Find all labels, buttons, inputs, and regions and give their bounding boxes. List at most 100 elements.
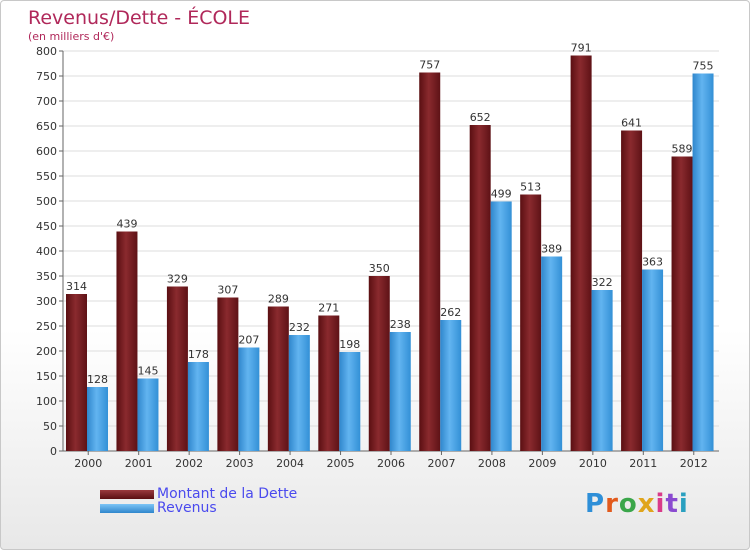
y-axis: 0 50 100 150 200 250 300 350 400 450 500 550 600 650 7… [36,45,719,458]
x-tick-label-2009: 2009 [528,457,556,470]
label-revenue-2006: 238 [390,318,411,331]
y-tick-label: 100 [36,395,57,408]
bar-debt-2003 [217,297,239,451]
x-tick-label-2000: 2000 [74,457,102,470]
y-tick-label: 800 [36,45,57,58]
bar-debt-2002 [166,286,188,451]
bar-revenue-2003 [238,347,260,451]
label-debt-2009: 513 [520,181,541,194]
chart-subtitle: (en milliers d'€) [28,30,115,43]
bar-revenue-2012 [692,73,714,451]
legend-revenue-swatch [100,504,154,513]
y-tick-label: 0 [50,445,57,458]
bar-revenue-2011 [642,269,664,451]
y-tick-label: 450 [36,220,57,233]
y-tick-label: 300 [36,295,57,308]
bar-revenue-2002 [187,362,209,451]
x-tick-label-2002: 2002 [175,457,203,470]
label-debt-2007: 757 [419,59,440,72]
bar-debt-2004 [267,306,289,451]
y-tick-label: 250 [36,320,57,333]
logo-letter: i [655,489,666,519]
label-revenue-2010: 322 [592,276,613,289]
label-revenue-2004: 232 [289,321,310,334]
label-revenue-2000: 128 [87,373,108,386]
label-debt-2000: 314 [66,280,87,293]
label-debt-2005: 271 [318,302,339,315]
x-tick-label-2005: 2005 [327,457,355,470]
bar-debt-2009 [520,194,542,451]
y-tick-label: 150 [36,370,57,383]
label-debt-2012: 589 [672,143,693,156]
bar-debt-2007 [419,72,441,451]
label-revenue-2002: 178 [188,348,209,361]
y-tick-label: 500 [36,195,57,208]
logo-letter: o [618,489,638,519]
x-tick-label-2008: 2008 [478,457,506,470]
legend-revenue-label: Revenus [157,500,217,516]
label-revenue-2011: 363 [642,256,663,269]
logo-letter: x [637,489,656,519]
logo-letter: r [605,489,619,519]
bar-revenue-2000 [87,387,108,451]
y-tick-label: 200 [36,345,57,358]
y-tick-label: 700 [36,95,57,108]
x-tick-label-2007: 2007 [427,457,455,470]
bar-debt-2010 [570,55,592,451]
label-debt-2002: 329 [167,273,188,286]
bar-debt-2001 [116,231,138,451]
label-revenue-2005: 198 [339,338,360,351]
bar-revenue-2008 [490,201,512,451]
y-tick-label: 350 [36,270,57,283]
legend-debt-label: Montant de la Dette [157,486,298,502]
x-tick-label-2003: 2003 [226,457,254,470]
x-tick-label-2012: 2012 [680,457,708,470]
bar-revenue-2006 [389,332,411,451]
label-revenue-2009: 389 [541,243,562,256]
logo-letter: t [665,489,679,519]
y-tick-label: 50 [43,420,57,433]
label-revenue-2001: 145 [137,365,158,378]
bar-debt-2012 [671,156,693,451]
x-tick-label-2011: 2011 [629,457,657,470]
bar-revenue-2009 [541,256,563,451]
bar-revenue-2007 [440,320,462,451]
proxiti-logo: Proxiti [585,489,689,519]
x-tick-label-2001: 2001 [125,457,153,470]
bar-debt-2008 [469,125,491,451]
label-debt-2011: 641 [621,117,642,130]
label-debt-2010: 791 [571,42,592,55]
label-debt-2003: 307 [217,284,238,297]
bar-revenue-2010 [591,290,613,451]
y-tick-label: 400 [36,245,57,258]
y-tick-label: 750 [36,70,57,83]
label-revenue-2008: 499 [491,188,512,201]
bars [66,55,714,451]
bar-revenue-2001 [137,378,159,451]
y-tick-label: 550 [36,170,57,183]
x-tick-label-2006: 2006 [377,457,405,470]
x-tick-label-2004: 2004 [276,457,304,470]
x-tick-label-2010: 2010 [579,457,607,470]
label-debt-2008: 652 [470,111,491,124]
bar-debt-2005 [318,315,340,451]
label-revenue-2012: 755 [693,60,714,73]
bar-debt-2006 [368,276,390,451]
bar-debt-2011 [621,130,643,451]
y-tick-label: 650 [36,120,57,133]
y-tick-label: 600 [36,145,57,158]
x-axis: 2000 2001 2002 2003 2004 2005 2006 2007 2008 2009… [74,451,708,470]
bar-revenue-2005 [339,352,361,451]
chart-title: Revenus/Dette - ÉCOLE [28,7,251,29]
logo-letter: i [678,489,689,519]
bar-revenue-2004 [288,335,310,451]
data-labels: 314 128 439 145 329 178 307 207 289 232 271 198 350 2… [66,42,714,387]
label-revenue-2003: 207 [238,334,259,347]
label-debt-2001: 439 [116,218,137,231]
logo-letter: P [585,489,606,519]
label-debt-2004: 289 [268,293,289,306]
bar-debt-2000 [66,294,87,451]
label-debt-2006: 350 [369,262,390,275]
